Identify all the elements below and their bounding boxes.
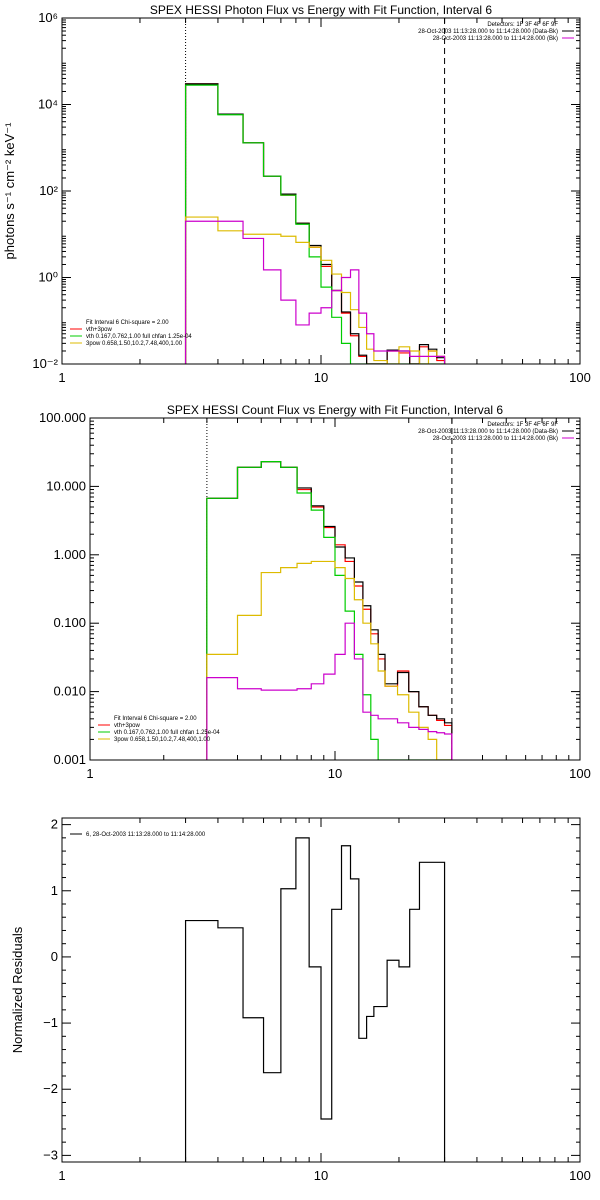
legend-entry: Detectors: 1F 3F 4F 6F 9F bbox=[487, 422, 558, 428]
y-tick-label: 10⁰ bbox=[38, 270, 58, 285]
series-data bbox=[206, 461, 453, 760]
legend-entry: Detectors: 1F 3F 4F 6F 9F bbox=[487, 22, 558, 28]
legend-entry: 3pow 0.658,1.50,10.2,7.48,400,1.00 bbox=[86, 341, 183, 347]
plot-frame bbox=[89, 417, 581, 761]
legend-entry: vth+3pow bbox=[114, 723, 141, 729]
y-tick-label: 10.000 bbox=[46, 478, 86, 493]
y-tick-label: −3 bbox=[43, 1147, 58, 1162]
x-tick-label: 1 bbox=[86, 766, 93, 781]
x-tick-label: 1 bbox=[58, 1168, 65, 1183]
x-tick-label: 10 bbox=[328, 766, 342, 781]
series-3pow bbox=[206, 560, 452, 760]
series-6-28-oct-2003-11-13-28-000-to-11-14-28-000 bbox=[184, 837, 446, 1162]
chart-3: Normalized Residuals 1 10 100 −3 −2 −1 0 1 2 6, 28… bbox=[10, 817, 591, 1183]
series-vth-3pow bbox=[184, 83, 446, 364]
y-axis-label: Normalized Residuals bbox=[10, 926, 25, 1053]
legend-entry: 28-Oct-2003 11:13:28.000 to 11:14:28.000… bbox=[418, 29, 558, 35]
chart-1: SPEX HESSI Photon Flux vs Energy with Fi… bbox=[2, 3, 591, 385]
legend-entry: 6, 28-Oct-2003 11:13:28.000 to 11:14:28.… bbox=[86, 832, 206, 838]
plot-frame bbox=[61, 17, 581, 365]
y-tick-label: 1.000 bbox=[53, 547, 86, 562]
legend-entry: 28-Oct-2003 11:13:28.000 to 11:14:28.000… bbox=[418, 429, 558, 435]
series-background bbox=[206, 622, 453, 760]
y-tick-label: −2 bbox=[43, 1081, 58, 1096]
y-tick-label: 10⁴ bbox=[38, 97, 58, 112]
series-data bbox=[184, 83, 446, 364]
chart-title: SPEX HESSI Count Flux vs Energy with Fit… bbox=[167, 403, 503, 417]
y-tick-label: 100.000 bbox=[39, 410, 86, 425]
legend-entry: 3pow 0.658,1.50,10.2,7.48,400,1.00 bbox=[114, 737, 211, 743]
chart-title: SPEX HESSI Photon Flux vs Energy with Fi… bbox=[150, 3, 492, 17]
legend-entry: vth 0.167,0.762,1.00 full chfan 1.25e-04 bbox=[114, 730, 220, 736]
legend-entry: 28-Oct-2003 11:13:28.000 to 11:14:28.000… bbox=[433, 436, 558, 442]
y-tick-label: 0.001 bbox=[53, 752, 86, 767]
series-vth bbox=[206, 461, 452, 760]
series-vth-3pow bbox=[206, 461, 453, 760]
y-tick-label: 1 bbox=[51, 883, 58, 898]
y-tick-label: 2 bbox=[51, 817, 58, 832]
legend-entry: vth 0.167,0.762,1.00 full chfan 1.25e-04 bbox=[86, 334, 192, 340]
y-tick-label: 10⁶ bbox=[38, 10, 58, 25]
x-tick-label: 100 bbox=[569, 766, 591, 781]
x-tick-label: 10 bbox=[314, 370, 328, 385]
legend-entry: Fit Interval 6 Chi-square = 2.00 bbox=[86, 320, 169, 326]
chart-2: SPEX HESSI Count Flux vs Energy with Fit… bbox=[39, 403, 591, 781]
y-tick-label: 10² bbox=[39, 183, 58, 198]
x-tick-label: 10 bbox=[314, 1168, 328, 1183]
legend-entry: 28-Oct-2003 11:13:28.000 to 11:14:28.000… bbox=[433, 36, 558, 42]
y-tick-label: 0.010 bbox=[53, 684, 86, 699]
y-tick-label: 0.100 bbox=[53, 615, 86, 630]
x-tick-label: 1 bbox=[58, 370, 65, 385]
y-axis-label: photons s⁻¹ cm⁻² keV⁻¹ bbox=[2, 122, 17, 260]
series-background bbox=[184, 220, 446, 364]
series-vth bbox=[184, 84, 445, 364]
x-tick-label: 100 bbox=[569, 1168, 591, 1183]
legend-entry: Fit Interval 6 Chi-square = 2.00 bbox=[114, 716, 197, 722]
y-tick-label: −1 bbox=[43, 1015, 58, 1030]
x-tick-label: 100 bbox=[569, 370, 591, 385]
y-tick-label: 0 bbox=[51, 949, 58, 964]
y-tick-label: 10⁻² bbox=[32, 356, 58, 371]
series-3pow bbox=[184, 216, 446, 364]
legend-entry: vth+3pow bbox=[86, 327, 113, 333]
plot-frame bbox=[61, 817, 581, 1163]
